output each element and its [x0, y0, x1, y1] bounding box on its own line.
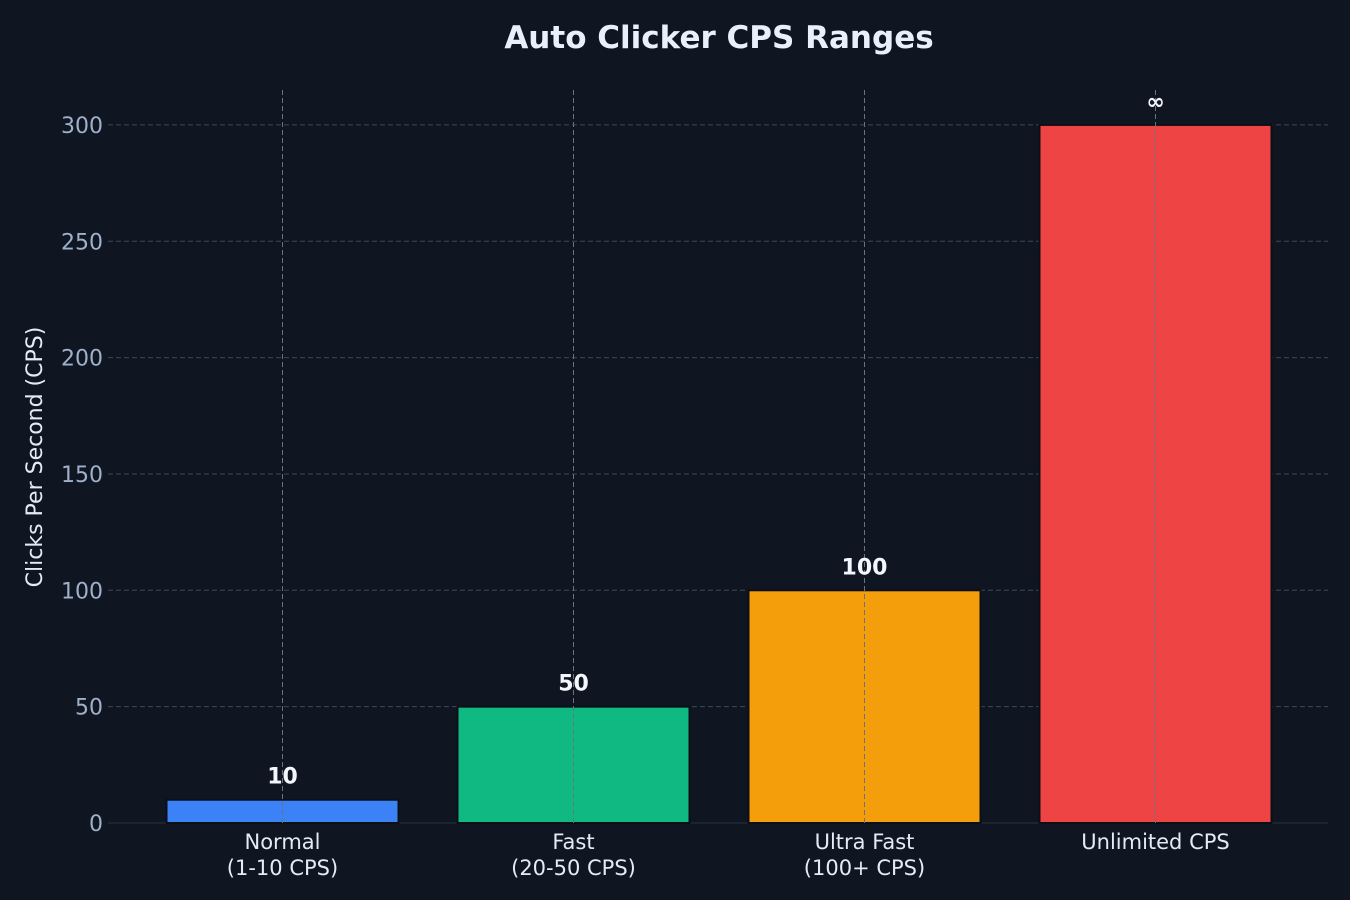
data-label: ∞ — [1146, 90, 1164, 115]
y-axis-label: Clicks Per Second (CPS) — [23, 327, 48, 588]
y-tick-label: 150 — [61, 463, 103, 488]
data-label: 50 — [558, 672, 589, 697]
y-tick-label: 250 — [61, 230, 103, 255]
x-tick-label: Fast (20-50 CPS) — [511, 830, 636, 880]
y-tick-label: 200 — [61, 347, 103, 372]
x-tick-label: Normal (1-10 CPS) — [227, 830, 338, 880]
y-tick-label: 50 — [75, 696, 103, 721]
y-tick-label: 300 — [61, 114, 103, 139]
vertical-grid — [282, 90, 1156, 823]
x-tick-label: Ultra Fast (100+ CPS) — [804, 830, 925, 880]
data-label: 100 — [842, 555, 888, 580]
y-ticks: 0 50 100 150 200 250 300 — [61, 114, 103, 837]
data-labels: 10 50 100 ∞ — [267, 90, 1164, 790]
chart-title: Auto Clicker CPS Ranges — [504, 20, 933, 56]
y-tick-label: 100 — [61, 579, 103, 604]
data-label: 10 — [267, 765, 298, 790]
x-ticks: Normal (1-10 CPS) Fast (20-50 CPS) Ultra Fas… — [227, 830, 1230, 880]
x-tick-label: Unlimited CPS — [1081, 830, 1229, 854]
y-tick-label: 0 — [89, 812, 103, 837]
